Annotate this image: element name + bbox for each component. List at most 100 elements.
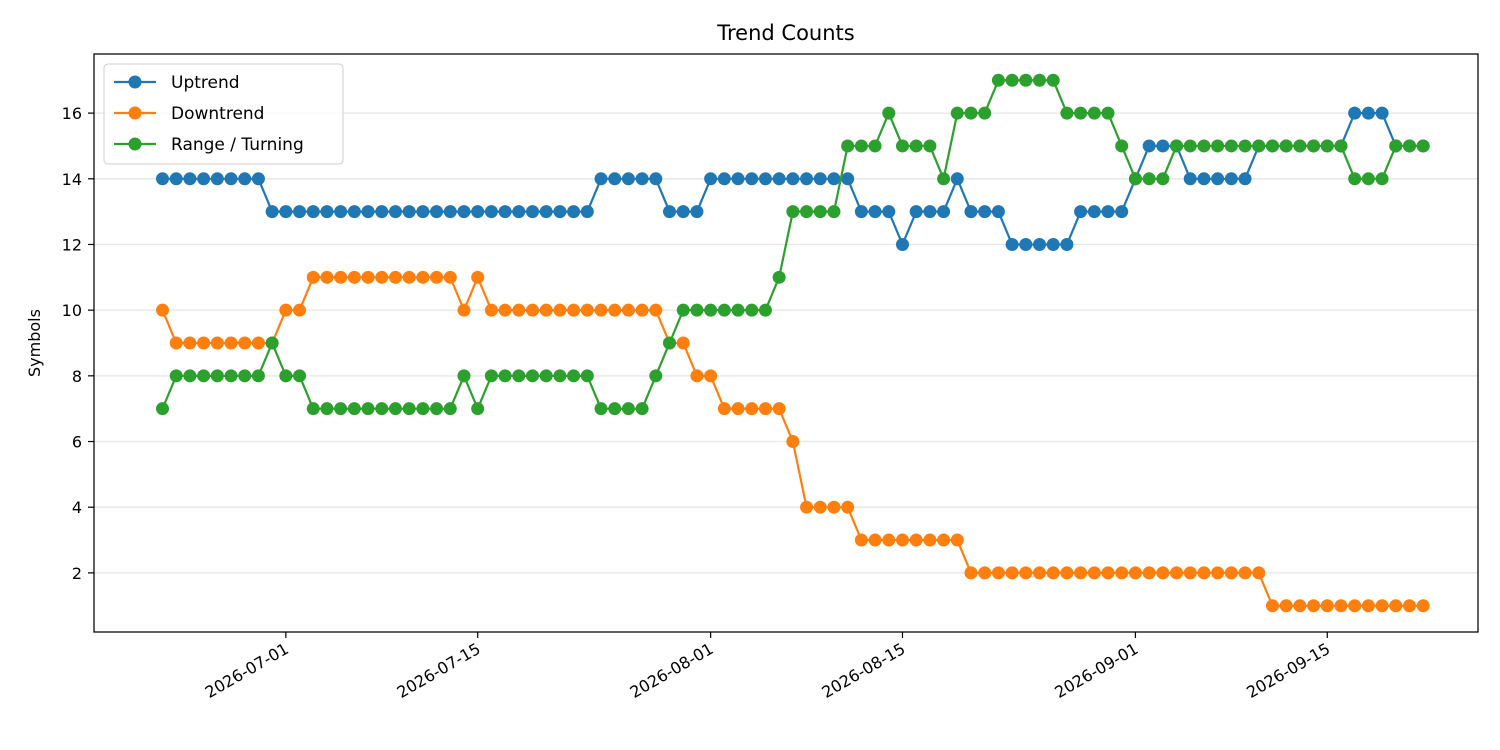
data-point bbox=[676, 205, 690, 219]
data-point bbox=[663, 336, 677, 350]
data-point bbox=[800, 205, 814, 219]
data-point bbox=[950, 533, 964, 547]
data-point bbox=[621, 402, 635, 416]
data-point bbox=[553, 369, 567, 383]
y-tick-label: 10 bbox=[62, 301, 82, 320]
data-point bbox=[183, 369, 197, 383]
data-point bbox=[553, 303, 567, 317]
data-point bbox=[526, 205, 539, 219]
data-point bbox=[923, 139, 937, 153]
data-point bbox=[1402, 599, 1416, 613]
data-point bbox=[416, 402, 430, 416]
data-point bbox=[745, 402, 759, 416]
legend-swatch-marker bbox=[128, 106, 142, 120]
data-point bbox=[950, 172, 964, 186]
data-point bbox=[443, 205, 457, 219]
data-point bbox=[210, 172, 224, 186]
data-point bbox=[937, 533, 951, 547]
data-point bbox=[909, 205, 923, 219]
data-point bbox=[1265, 139, 1279, 153]
data-point bbox=[1019, 237, 1033, 251]
data-point bbox=[238, 336, 252, 350]
data-point bbox=[758, 303, 772, 317]
data-point bbox=[895, 139, 909, 153]
data-point bbox=[608, 402, 622, 416]
data-point bbox=[334, 205, 348, 219]
data-point bbox=[882, 533, 896, 547]
data-point bbox=[1170, 566, 1184, 580]
data-point bbox=[717, 172, 731, 186]
data-point bbox=[1115, 566, 1129, 580]
data-point bbox=[334, 270, 348, 284]
data-point bbox=[1046, 566, 1060, 580]
data-point bbox=[580, 205, 594, 219]
data-point bbox=[1156, 139, 1170, 153]
data-point bbox=[375, 270, 389, 284]
data-point bbox=[964, 205, 978, 219]
data-point bbox=[388, 205, 402, 219]
data-point bbox=[909, 139, 923, 153]
data-point bbox=[457, 369, 471, 383]
data-point bbox=[1033, 237, 1046, 251]
data-point bbox=[923, 533, 937, 547]
data-point bbox=[1142, 139, 1156, 153]
y-tick-label: 14 bbox=[62, 170, 82, 189]
data-point bbox=[663, 205, 677, 219]
y-tick-label: 8 bbox=[72, 367, 82, 386]
data-point bbox=[704, 303, 718, 317]
data-point bbox=[457, 205, 471, 219]
data-point bbox=[1128, 172, 1142, 186]
data-point bbox=[265, 205, 279, 219]
data-point bbox=[1224, 172, 1238, 186]
data-point bbox=[978, 205, 992, 219]
data-point bbox=[594, 303, 608, 317]
data-point bbox=[375, 402, 389, 416]
data-point bbox=[1019, 566, 1033, 580]
data-point bbox=[183, 336, 197, 350]
data-point bbox=[402, 402, 416, 416]
data-point bbox=[388, 402, 402, 416]
y-tick-label: 16 bbox=[62, 104, 82, 123]
data-point bbox=[156, 172, 170, 186]
data-point bbox=[567, 369, 581, 383]
y-tick-label: 6 bbox=[72, 433, 82, 452]
data-point bbox=[567, 303, 581, 317]
data-point bbox=[169, 369, 183, 383]
data-point bbox=[567, 205, 581, 219]
data-point bbox=[649, 172, 663, 186]
data-point bbox=[717, 402, 731, 416]
data-point bbox=[813, 500, 827, 514]
data-point bbox=[1046, 73, 1060, 87]
data-point bbox=[704, 369, 718, 383]
data-point bbox=[539, 205, 553, 219]
data-point bbox=[1361, 599, 1375, 613]
data-point bbox=[1348, 172, 1362, 186]
data-point bbox=[471, 205, 485, 219]
data-point bbox=[526, 369, 539, 383]
data-point bbox=[1183, 172, 1197, 186]
data-point bbox=[1005, 566, 1019, 580]
data-point bbox=[484, 205, 498, 219]
legend-label: Uptrend bbox=[171, 73, 240, 93]
y-tick-label: 2 bbox=[72, 564, 82, 583]
data-point bbox=[224, 369, 238, 383]
y-tick-label: 12 bbox=[62, 235, 82, 254]
data-point bbox=[909, 533, 923, 547]
data-point bbox=[1087, 566, 1101, 580]
data-point bbox=[169, 172, 183, 186]
data-point bbox=[868, 205, 882, 219]
data-point bbox=[786, 435, 800, 449]
data-point bbox=[1142, 172, 1156, 186]
data-point bbox=[1128, 566, 1142, 580]
data-point bbox=[279, 369, 293, 383]
data-point bbox=[197, 172, 211, 186]
data-point bbox=[991, 566, 1005, 580]
data-point bbox=[498, 369, 512, 383]
data-point bbox=[868, 533, 882, 547]
series-layer bbox=[156, 73, 1430, 613]
data-point bbox=[800, 500, 814, 514]
data-point bbox=[608, 172, 622, 186]
data-point bbox=[1033, 566, 1046, 580]
data-point bbox=[388, 270, 402, 284]
legend-swatch-marker bbox=[128, 137, 142, 151]
